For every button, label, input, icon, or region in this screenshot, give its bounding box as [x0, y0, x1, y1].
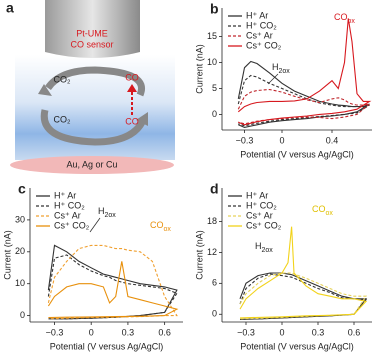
legend-label: H⁺ Ar	[54, 190, 76, 200]
annotation: COox	[150, 220, 171, 233]
legend-label: Cs⁺ Ar	[246, 210, 273, 220]
y-tick-label: 10	[207, 57, 217, 67]
y-tick-label: 30	[15, 214, 25, 224]
legend-label: H⁺ Ar	[246, 10, 268, 20]
legend-label: Cs⁺ CO₂	[246, 220, 282, 230]
annotation: H2ox	[255, 241, 273, 254]
legend-label: H⁺ CO₂	[246, 20, 277, 30]
chart: d 0 6 12 18 −0.3 0 0.3 0.6 Potential (V versus Ag…	[194, 181, 372, 351]
y-axis-label: Current (nA)	[2, 230, 12, 280]
x-tick-label: −0.3	[236, 135, 254, 145]
legend-label: Cs⁺ CO₂	[54, 220, 90, 230]
x-tick-label: 0	[279, 135, 284, 145]
x-tick-label: 0.6	[158, 327, 171, 337]
panel-label: a	[6, 0, 14, 16]
y-tick-label: 18	[207, 216, 217, 226]
x-tick-label: 0.4	[326, 135, 339, 145]
y-tick-label: 6	[212, 278, 217, 288]
probe-label: Pt-UME	[76, 28, 108, 38]
schematic: a Pt-UME CO sensor CO₂ CO CO₂ CO Au, Ag …	[6, 0, 175, 174]
probe	[45, 0, 140, 58]
x-tick-label: −0.3	[46, 327, 64, 337]
y-tick-label: 5	[212, 83, 217, 93]
panel-label: d	[210, 181, 219, 197]
annotation: H2ox	[98, 206, 116, 219]
series-line	[239, 273, 368, 320]
legend-label: Cs⁺ Ar	[54, 210, 81, 220]
chart: b 0 5 10 15 −0.3 0 0.4 Potential (V versus Ag/Ag…	[194, 1, 372, 159]
x-axis-label: Potential (V versus Ag/AgCl)	[50, 341, 164, 351]
annotation-pointer	[267, 73, 279, 85]
chart: c 0 10 20 30 −0.3 0 0.3 0.6 Potential (V versus A…	[2, 181, 183, 351]
x-tick-label: 0.3	[122, 327, 135, 337]
x-tick-label: 0.6	[348, 327, 361, 337]
y-tick-label: 15	[207, 31, 217, 41]
electrode	[10, 156, 174, 174]
y-tick-label: 20	[15, 246, 25, 256]
arrowhead	[38, 84, 52, 96]
y-tick-label: 0	[212, 309, 217, 319]
y-tick-label: 10	[15, 278, 25, 288]
legend-label: H⁺ Ar	[246, 190, 268, 200]
legend-label: H⁺ CO₂	[246, 200, 277, 210]
annotation: COox	[312, 204, 333, 217]
annotations: COox H2ox H2ox COox H2ox COox	[89, 12, 355, 254]
series-line	[47, 244, 178, 320]
series-line	[47, 244, 178, 320]
arrowhead	[127, 84, 137, 92]
series-line	[239, 226, 368, 319]
arrowhead	[136, 112, 148, 126]
series-line	[237, 60, 370, 128]
annotation-pointer	[89, 217, 101, 233]
species: CO	[125, 72, 139, 82]
legend-label: Cs⁺ Ar	[246, 30, 273, 40]
series-line	[47, 261, 179, 319]
y-tick-label: 0	[212, 109, 217, 119]
annotation: COox	[334, 12, 355, 25]
legend-label: Cs⁺ CO₂	[246, 40, 282, 50]
annotation: H2ox	[272, 62, 290, 75]
panel-label: b	[210, 1, 219, 17]
x-axis-label: Potential (V versus Ag/AgCl)	[240, 341, 354, 351]
y-axis-label: Current (nA)	[194, 44, 204, 94]
cycle-arrow	[45, 66, 145, 97]
species: CO₂	[54, 114, 72, 124]
legend-label: H⁺ CO₂	[54, 200, 85, 210]
y-axis-label: Current (nA)	[194, 230, 204, 280]
x-tick-label: 0.3	[312, 327, 325, 337]
panel-label: c	[18, 181, 26, 197]
x-tick-label: 0	[279, 327, 284, 337]
species: CO₂	[54, 74, 72, 84]
cycle-arrow	[40, 109, 148, 146]
series-line	[237, 74, 370, 127]
probe-label: CO sensor	[70, 39, 113, 49]
series-line	[237, 18, 372, 126]
x-tick-label: −0.3	[237, 327, 255, 337]
y-tick-label: 0	[20, 310, 25, 320]
x-tick-label: 0	[89, 327, 94, 337]
x-axis-label: Potential (V versus Ag/AgCl)	[240, 149, 354, 159]
y-tick-label: 12	[207, 247, 217, 257]
species: CO	[125, 116, 139, 126]
series-line	[239, 272, 368, 320]
electrode-label: Au, Ag or Cu	[66, 159, 117, 169]
